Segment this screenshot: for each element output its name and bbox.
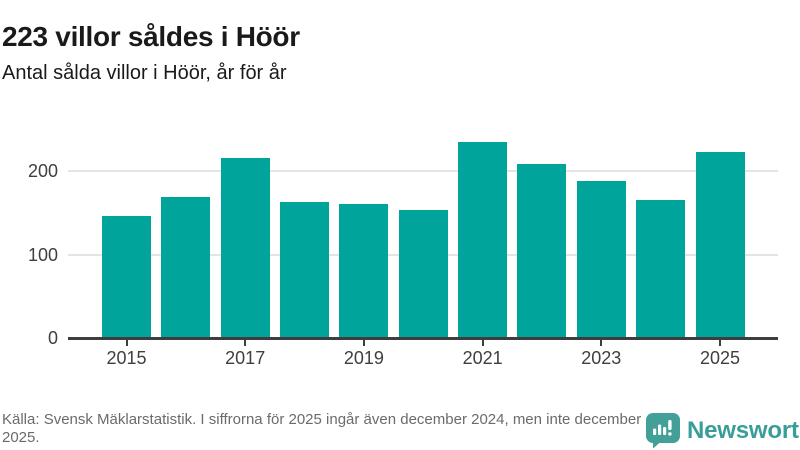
plot-area: 2015 2017 2019 2021 2023 2025	[68, 134, 778, 368]
x-tick-2025	[719, 340, 721, 346]
bar-2017	[220, 158, 270, 338]
brand-name: Newsworthy	[687, 417, 800, 444]
source-note: Källa: Svensk Mäklarstatistik. I siffror…	[2, 411, 642, 446]
bar-2021	[458, 142, 508, 338]
x-tick-2015	[125, 340, 128, 346]
newsworthy-bubble-icon	[646, 413, 680, 449]
y-axis-labels: 0 100 200	[0, 134, 58, 348]
bar-2020	[398, 210, 448, 338]
x-tick-2017	[244, 340, 247, 346]
bar-2016	[161, 197, 211, 338]
x-tick-2021	[481, 340, 484, 346]
x-axis-line	[68, 337, 778, 340]
y-label-200: 200	[27, 161, 58, 182]
page-title: 223 villor såldes i Höör	[2, 20, 300, 52]
bar-2019	[339, 204, 389, 338]
y-label-100: 100	[27, 244, 58, 265]
x-label-2021: 2021	[462, 348, 503, 368]
x-label-2025: 2025	[699, 348, 741, 368]
newsworthy-logo: Newsworthy	[646, 413, 800, 449]
x-tick-2019	[362, 340, 365, 346]
gridline-200	[68, 170, 778, 173]
x-label-2019: 2019	[343, 348, 384, 368]
bar-2023	[576, 181, 626, 338]
x-tick-2023	[600, 340, 603, 346]
x-label-2017: 2017	[225, 348, 266, 368]
bar-2024	[636, 200, 686, 338]
bar-2025	[695, 152, 745, 338]
bar-2022	[517, 164, 567, 338]
bar-2018	[280, 202, 330, 338]
y-label-0: 0	[47, 328, 58, 348]
x-label-2023: 2023	[581, 348, 622, 368]
page-subtitle: Antal sålda villor i Höör, år för år	[2, 62, 287, 84]
bar-2015	[102, 216, 151, 338]
x-label-2015: 2015	[106, 348, 147, 368]
